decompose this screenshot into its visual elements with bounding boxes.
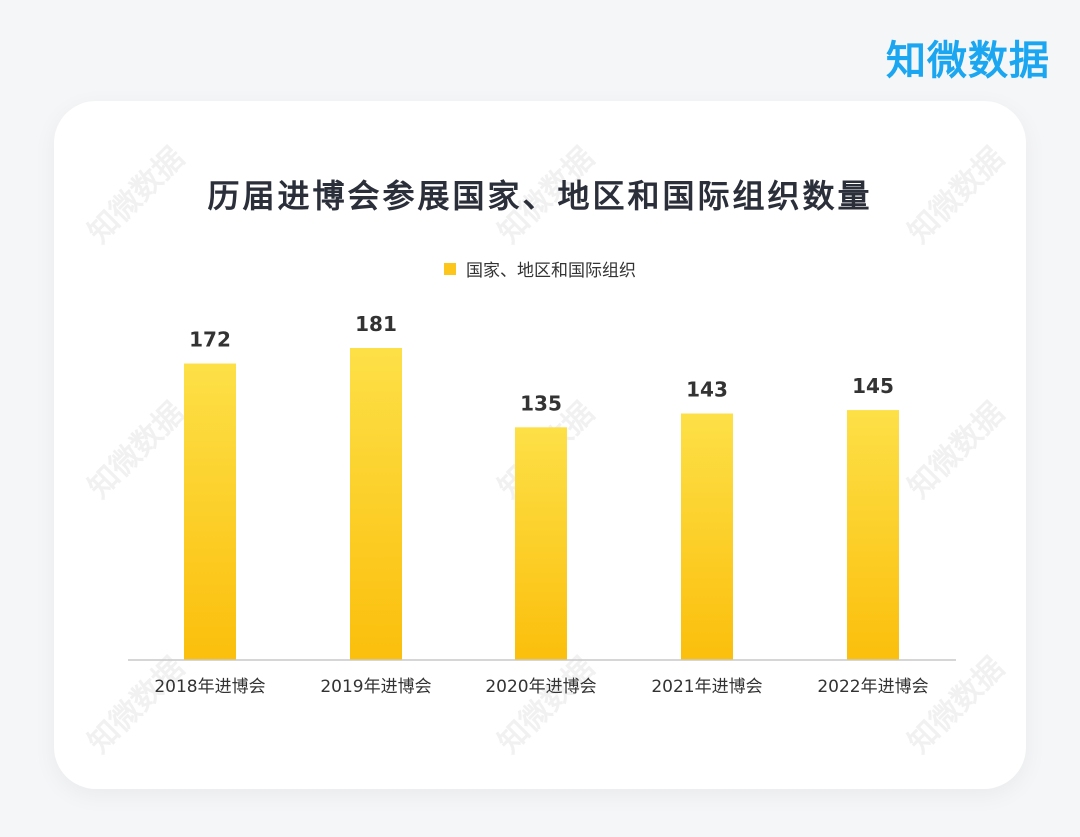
chart-card: 知微数据 知微数据 知微数据 知微数据 知微数据 知微数据 知微数据 知微数据 …: [54, 101, 1026, 789]
data-label-2: 181: [355, 312, 397, 336]
x-tick-label-5: 2022年进博会: [817, 677, 928, 697]
data-label-5: 145: [852, 374, 894, 398]
legend-swatch: [444, 262, 456, 275]
x-tick-label-1: 2018年进博会: [154, 677, 265, 697]
chart-title: 历届进博会参展国家、地区和国际组织数量: [207, 177, 873, 215]
bar-5: [847, 410, 899, 660]
bar-chart: 172 2018年进博会 181 2019年进博会 135 2020年进博会 143 2021…: [128, 312, 956, 697]
bar-1: [184, 363, 236, 660]
data-label-1: 172: [189, 328, 231, 352]
x-tick-label-3: 2020年进博会: [485, 677, 596, 697]
x-tick-label-4: 2021年进博会: [651, 677, 762, 697]
brand-logo: 知微数据: [886, 38, 1050, 84]
bar-4: [681, 413, 733, 660]
x-tick-label-2: 2019年进博会: [320, 677, 431, 697]
data-label-3: 135: [520, 391, 562, 415]
legend: 国家、地区和国际组织: [54, 256, 1026, 281]
data-label-4: 143: [686, 378, 728, 402]
bar-2: [350, 348, 402, 660]
legend-label: 国家、地区和国际组织: [466, 261, 636, 281]
bar-3: [515, 427, 567, 660]
